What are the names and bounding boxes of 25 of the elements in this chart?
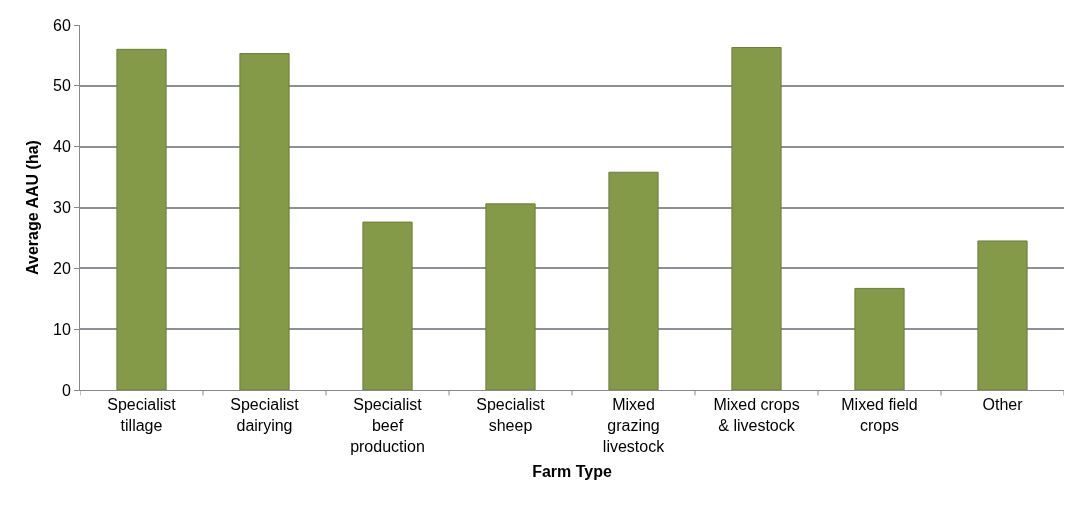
bar <box>485 203 536 390</box>
y-tick-label: 50 <box>53 77 71 95</box>
y-tick-label: 40 <box>53 138 71 156</box>
x-tick-label: Mixed grazing livestock <box>602 396 666 455</box>
bar <box>362 221 413 390</box>
y-tick-label: 0 <box>61 381 71 399</box>
x-tick-label: Specialist sheep <box>476 396 546 434</box>
bar <box>608 171 659 390</box>
bar <box>116 48 167 390</box>
x-axis-title: Farm Type <box>532 463 612 481</box>
bar <box>854 287 905 390</box>
y-tick-label: 30 <box>53 199 71 217</box>
y-tick-label: 60 <box>53 16 71 34</box>
x-tick-label: Specialist dairying <box>230 396 300 434</box>
x-tick-label: Specialist tillage <box>107 396 177 434</box>
y-tick-label: 20 <box>53 259 71 277</box>
x-tick-label: Mixed field crops <box>841 396 918 434</box>
y-tick-label: 10 <box>53 320 71 338</box>
bar <box>239 53 290 390</box>
y-axis-title: Average AAU (ha) <box>23 140 41 275</box>
bar <box>731 47 782 390</box>
x-tick-label: Other <box>982 396 1024 414</box>
x-tick-label: Specialist beef production <box>350 396 425 455</box>
bar <box>977 240 1028 390</box>
x-tick-label: Mixed crops & livestock <box>713 396 800 434</box>
